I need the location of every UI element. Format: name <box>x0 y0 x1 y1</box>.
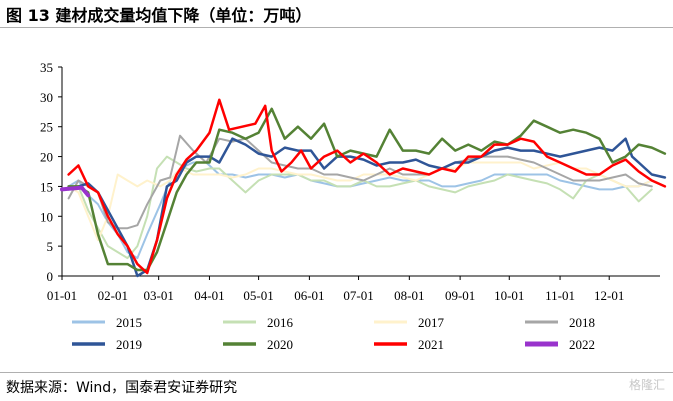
watermark: 格隆汇 <box>628 378 665 392</box>
legend-label-2018: 2018 <box>569 315 595 330</box>
y-tick-label: 10 <box>40 209 53 224</box>
y-tick-label: 5 <box>47 239 54 254</box>
legend-label-2019: 2019 <box>116 337 142 352</box>
series-line-2017 <box>67 161 653 242</box>
legend-label-2015: 2015 <box>116 315 142 330</box>
series-line-2022 <box>60 185 91 198</box>
x-tick-label: 03-01 <box>143 288 173 303</box>
y-tick-label: 0 <box>47 269 54 284</box>
x-tick-label: 05-01 <box>243 288 273 303</box>
x-tick-label: 12-01 <box>594 288 624 303</box>
x-tick-label: 02-01 <box>98 288 128 303</box>
y-tick-label: 30 <box>40 90 53 105</box>
x-tick-label: 09-01 <box>445 288 475 303</box>
source-divider <box>0 372 673 373</box>
x-tick-label: 08-01 <box>394 288 424 303</box>
source-note: 数据来源：Wind，国泰君安证券研究 <box>6 380 238 396</box>
chart-title: 图 13 建材成交量均值下降（单位：万吨） <box>6 6 312 25</box>
legend-label-2020: 2020 <box>267 337 293 352</box>
title-divider <box>0 27 673 28</box>
x-tick-label: 01-01 <box>47 288 77 303</box>
y-tick-label: 15 <box>40 179 53 194</box>
y-tick-label: 35 <box>40 60 53 75</box>
legend-label-2021: 2021 <box>418 337 444 352</box>
series-line-2018 <box>67 134 653 230</box>
line-chart: 0 5 10 15 20 25 30 35 01-01 02-01 03-01 04-01 05-01 0… <box>40 60 667 352</box>
y-tick-label: 20 <box>40 150 53 165</box>
x-tick-label: 10-01 <box>494 288 524 303</box>
legend-label-2016: 2016 <box>267 315 294 330</box>
legend: 2015 2016 2017 2018 2019 2020 2021 2022 <box>72 315 595 352</box>
legend-label-2022: 2022 <box>569 337 595 352</box>
x-tick-label: 06-01 <box>294 288 324 303</box>
x-tick-label: 07-01 <box>343 288 373 303</box>
series-line-2020 <box>67 107 667 272</box>
series-line-2016 <box>67 155 653 260</box>
x-tick-label: 04-01 <box>194 288 224 303</box>
y-tick-label: 25 <box>40 120 53 135</box>
series-lines <box>60 98 667 278</box>
legend-label-2017: 2017 <box>418 315 445 330</box>
series-line-2021 <box>67 98 667 275</box>
x-tick-label: 11-01 <box>545 288 575 303</box>
axes: 0 5 10 15 20 25 30 35 01-01 02-01 03-01 04-01 05-01 0… <box>40 60 660 303</box>
